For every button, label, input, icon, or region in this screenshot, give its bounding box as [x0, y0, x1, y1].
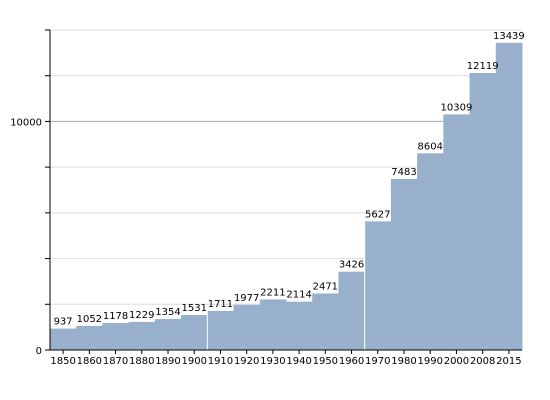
y-tick-label-0: 0 — [36, 346, 42, 357]
x-tick-label-2008: 2008 — [470, 356, 495, 367]
x-tick-label-1900: 1900 — [181, 356, 206, 367]
x-tick-label-1870: 1870 — [103, 356, 128, 367]
y-tick-label-10000: 10000 — [10, 117, 42, 128]
bar-1950 — [312, 293, 339, 350]
bar-1990 — [417, 153, 444, 350]
data-label-1900: 1531 — [181, 303, 206, 314]
data-label-1920: 1977 — [234, 293, 259, 304]
x-tick-label-1960: 1960 — [339, 356, 364, 367]
x-tick-label-2015: 2015 — [496, 356, 521, 367]
data-label-1890: 1354 — [155, 307, 180, 318]
data-label-1950: 2471 — [313, 282, 338, 293]
bar-2008 — [469, 72, 497, 350]
x-tick-label-1970: 1970 — [365, 356, 390, 367]
data-label-1870: 1178 — [103, 311, 128, 322]
data-label-1960: 3426 — [339, 260, 364, 271]
data-label-1990: 8604 — [417, 141, 442, 152]
bar-1910 — [207, 310, 235, 350]
bar-1900 — [181, 315, 208, 350]
x-tick-label-1850: 1850 — [50, 356, 75, 367]
data-label-1940: 2114 — [286, 290, 311, 301]
bar-1850 — [50, 328, 77, 350]
bars — [50, 42, 523, 351]
bar-1930 — [259, 299, 287, 350]
grid-lines — [50, 29, 522, 305]
bar-1940 — [286, 301, 313, 350]
data-label-1860: 1052 — [77, 314, 102, 325]
data-label-1910: 1711 — [208, 299, 233, 310]
bar-1860 — [76, 325, 103, 350]
x-tick-label-1920: 1920 — [234, 356, 259, 367]
bar-1870 — [102, 323, 130, 350]
bar-1980 — [390, 178, 418, 350]
x-tick-label-1890: 1890 — [155, 356, 180, 367]
x-tick-label-1880: 1880 — [129, 356, 154, 367]
data-label-1880: 1229 — [129, 310, 154, 321]
data-label-1930: 2211 — [260, 287, 285, 298]
bar-group-separators — [206, 221, 366, 350]
x-tick-label-1910: 1910 — [208, 356, 233, 367]
bar-1970 — [364, 221, 392, 350]
bar-2015 — [495, 42, 523, 351]
x-tick-label-1860: 1860 — [77, 356, 102, 367]
data-label-1850: 937 — [54, 317, 73, 328]
x-tick-label-2000: 2000 — [444, 356, 469, 367]
axes — [45, 29, 522, 354]
y-tick-labels: 0 10000 — [10, 117, 42, 357]
bar-1880 — [128, 321, 156, 350]
data-label-2015: 13439 — [493, 31, 525, 42]
bar-1920 — [233, 304, 261, 350]
x-tick-labels: 1850 1860 1870 1880 1890 1900 1910 1920 1930 1940… — [50, 356, 521, 367]
x-tick-label-1980: 1980 — [391, 356, 416, 367]
x-tick-label-1990: 1990 — [417, 356, 442, 367]
x-tick-label-1950: 1950 — [313, 356, 338, 367]
data-label-2000: 10309 — [441, 102, 473, 113]
data-label-1980: 7483 — [391, 167, 416, 178]
bar-2000 — [443, 114, 471, 350]
bar-1890 — [154, 319, 182, 350]
x-tick-label-1930: 1930 — [260, 356, 285, 367]
data-label-2008: 12119 — [467, 61, 499, 72]
data-label-1970: 5627 — [365, 209, 390, 220]
x-tick-label-1940: 1940 — [286, 356, 311, 367]
bar-1960 — [338, 271, 366, 350]
